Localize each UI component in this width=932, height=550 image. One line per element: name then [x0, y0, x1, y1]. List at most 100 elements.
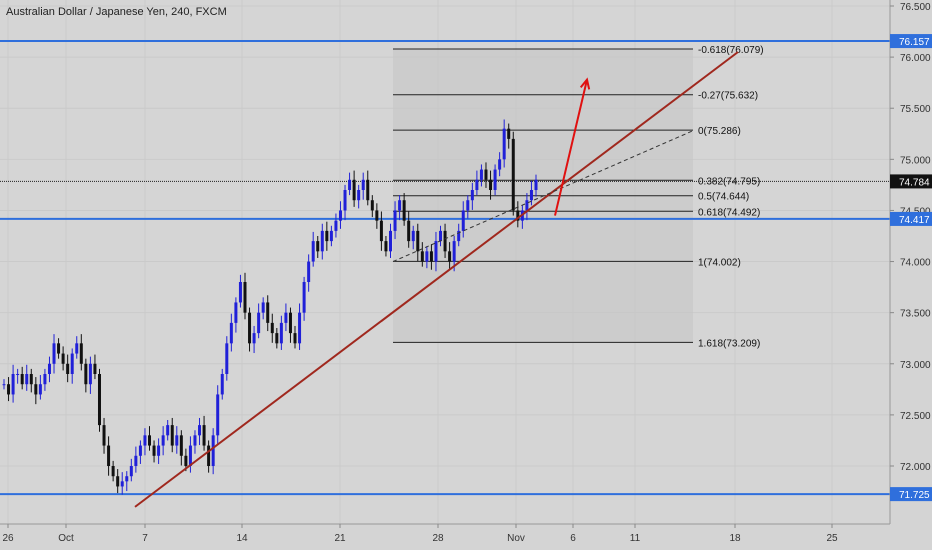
candle-body	[320, 230, 324, 252]
candle-body	[498, 159, 502, 170]
candle-body	[489, 179, 493, 190]
candle-body	[475, 179, 479, 190]
candle-body	[507, 128, 511, 139]
time-tick-label: 18	[729, 533, 741, 544]
fib-level-label: 1.618(73.209)	[698, 338, 760, 349]
candle-body	[216, 394, 220, 436]
trendline	[134, 51, 739, 508]
price-tick-label: 75.000	[900, 155, 931, 166]
level-tag-label: 71.725	[899, 490, 930, 501]
candle-body	[366, 179, 370, 201]
candle-body	[229, 322, 233, 344]
chart-title: Australian Dollar / Japanese Yen, 240, F…	[6, 6, 227, 18]
candle-body	[134, 455, 138, 466]
candle-body	[70, 353, 74, 374]
candle-body	[138, 445, 142, 456]
candle-body	[348, 179, 352, 190]
candle-body	[225, 343, 229, 374]
candle-body	[79, 343, 83, 364]
time-tick-label: 25	[826, 533, 838, 544]
price-tick-label: 72.500	[900, 411, 931, 422]
fib-level-label: -0.618(76.079)	[698, 45, 764, 56]
drawings	[134, 51, 739, 508]
candle-body	[434, 241, 438, 262]
forecast-arrow	[554, 79, 588, 216]
fib-level-label: 0(75.286)	[698, 126, 741, 137]
candle-body	[66, 363, 70, 374]
candle-body	[120, 481, 124, 487]
candle-body	[416, 230, 420, 252]
candle-body	[379, 220, 383, 242]
forecast-arrow-head	[579, 77, 591, 90]
candle-body	[143, 435, 147, 446]
price-axis-background	[890, 0, 932, 550]
candle-body	[11, 374, 15, 395]
candle-body	[357, 190, 361, 201]
candle-body	[179, 435, 183, 456]
candle-body	[34, 384, 38, 395]
candle-body	[375, 210, 379, 221]
candle-body	[97, 374, 101, 426]
candle-body	[75, 343, 79, 354]
candle-body	[7, 384, 11, 395]
candle-body	[170, 425, 174, 446]
candle-body	[443, 230, 447, 252]
candle-body	[411, 230, 415, 242]
candle-body	[311, 241, 315, 262]
fib-level-label: 0.382(74.795)	[698, 176, 760, 187]
candle-body	[439, 230, 443, 242]
candle-body	[102, 425, 106, 446]
candle-body	[288, 312, 292, 334]
candle-body	[407, 220, 411, 242]
candle-body	[129, 466, 133, 477]
candle-body	[202, 425, 206, 446]
candle-body	[352, 179, 356, 201]
candle-body	[175, 435, 179, 446]
candle-body	[157, 445, 161, 456]
candle-body	[266, 302, 270, 323]
time-axis: 26 Oct 7 14 21 28 Nov 6 11 18 25	[0, 523, 932, 550]
candle-body	[316, 241, 320, 252]
level-tag-label: 76.157	[899, 37, 930, 48]
candle-body	[484, 169, 488, 180]
candle-body	[220, 374, 224, 395]
candle-body	[25, 374, 29, 385]
candle-body	[420, 251, 424, 262]
candle-body	[511, 138, 515, 211]
candle-body	[361, 179, 365, 190]
candle-body	[338, 210, 342, 221]
candle-body	[329, 230, 333, 242]
price-tick-label: 72.000	[900, 462, 931, 473]
candle-body	[252, 333, 256, 344]
time-axis-background	[0, 524, 932, 550]
candle-body	[125, 476, 129, 482]
candle-body	[188, 445, 192, 466]
candle-body	[107, 445, 111, 466]
price-tick-label: 75.500	[900, 104, 931, 115]
candle-body	[88, 363, 92, 385]
time-tick-label: Oct	[58, 533, 74, 544]
price-tick-label: 74.000	[900, 258, 931, 269]
candle-body	[370, 200, 374, 211]
candle-body	[334, 220, 338, 231]
fib-level-label: 0.618(74.492)	[698, 207, 760, 218]
candle-body	[529, 190, 533, 201]
time-tick-label: 11	[630, 533, 641, 544]
candle-body	[61, 353, 65, 364]
candles	[2, 119, 538, 495]
level-tag-label: 74.417	[899, 215, 930, 226]
candle-body	[325, 230, 329, 242]
last-price-tag-label: 74.784	[899, 177, 930, 188]
candle-body	[248, 312, 252, 344]
candle-body	[166, 425, 170, 436]
time-tick-label: Nov	[507, 533, 525, 544]
candle-body	[47, 363, 51, 374]
candle-body	[84, 363, 88, 385]
candle-body	[393, 210, 397, 231]
candle-body	[525, 200, 529, 211]
time-tick-label: 7	[142, 533, 148, 544]
candle-body	[234, 302, 238, 323]
candle-body	[284, 312, 288, 323]
candle-body	[402, 200, 406, 221]
